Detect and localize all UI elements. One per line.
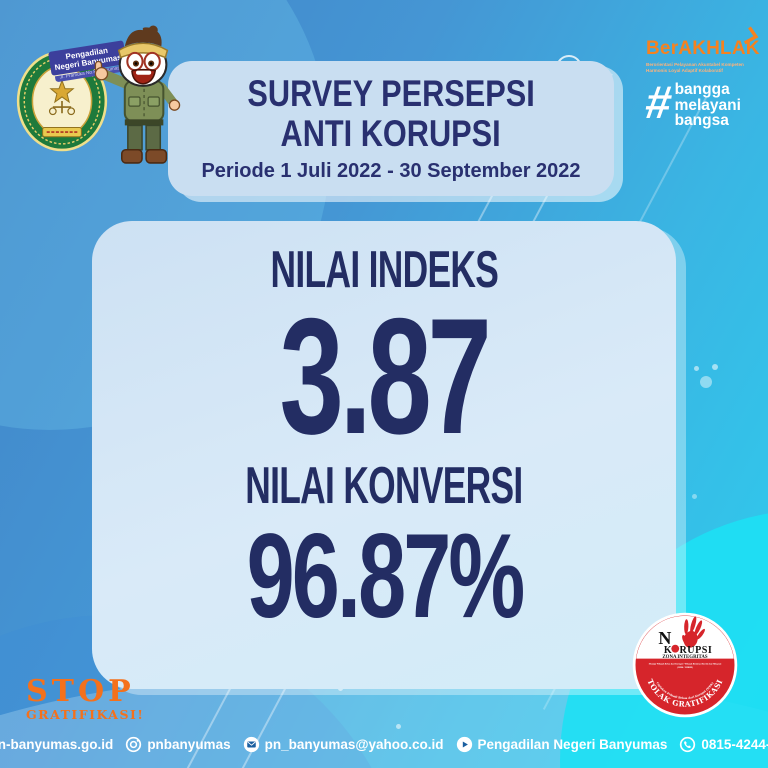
- bangga-melayani-bangsa-logo: # bangga melayani bangsa: [642, 76, 741, 129]
- footer-item-website: pn-banyumas.go.id: [0, 736, 113, 753]
- badge-word-k: K: [664, 645, 672, 656]
- footer-item-email: pn_banyumas@yahoo.co.id: [243, 736, 444, 753]
- footer-item-instagram: pnbanyumas: [125, 736, 231, 753]
- title-card: SURVEY PERSEPSI ANTI KORUPSI Periode 1 J…: [168, 61, 614, 196]
- red-hand-icon: [682, 616, 705, 648]
- badge-letter-n: N: [658, 628, 671, 648]
- bubble: [396, 724, 401, 729]
- conversion-value: 96.87%: [246, 509, 525, 643]
- email-icon: [243, 736, 259, 753]
- bangga-line-1: bangga: [674, 81, 730, 98]
- bubble: [700, 376, 712, 388]
- index-label: NILAI INDEKS: [270, 241, 498, 299]
- bubble: [712, 364, 718, 370]
- footer-contacts: pn-banyumas.go.id pnbanyumas pn_banyumas…: [0, 736, 768, 753]
- berakhlak-title: BerAKHLAK: [646, 38, 760, 59]
- bangga-line-3: bangsa: [674, 112, 729, 129]
- badge-word-rest: RUPSI: [679, 645, 712, 656]
- index-value: 3.87: [279, 284, 492, 468]
- whatsapp-icon: [680, 736, 696, 753]
- mascot-character: [94, 25, 181, 164]
- survey-title-line1: SURVEY PERSEPSI: [247, 73, 535, 114]
- footer-item-youtube: Pengadilan Negeri Banyumas: [456, 736, 668, 753]
- website-label: pn-banyumas.go.id: [0, 737, 114, 752]
- youtube-label: Pengadilan Negeri Banyumas: [477, 737, 668, 752]
- zona-integritas-badge: N K RUPSI ZONA INTEGRITAS Menuju Wilayah…: [632, 612, 738, 718]
- berakhlak-tagline-1: Berorientasi Pelayanan Akuntabel Kompete…: [646, 62, 744, 67]
- chevron-icon: [743, 26, 759, 45]
- berakhlak-tagline-2: Harmonis Loyal Adaptif Kolaboratif: [646, 67, 723, 73]
- badge-subtitle: ZONA INTEGRITAS: [662, 655, 707, 660]
- phone-label: 0815-4244-2844: [701, 737, 768, 752]
- hash-icon: #: [642, 76, 676, 128]
- stop-line-1: STOP: [26, 674, 135, 709]
- conversion-label: NILAI KONVERSI: [245, 457, 523, 515]
- result-card: NILAI INDEKS 3.87 NILAI KONVERSI 96.87%: [92, 221, 676, 689]
- berakhlak-logo: BerAKHLAK Berorientasi Pelayanan Akuntab…: [646, 38, 764, 73]
- instagram-icon: [126, 736, 142, 753]
- bubble: [694, 366, 699, 371]
- bubble: [692, 494, 697, 499]
- bangga-line-2: melayani: [674, 96, 741, 114]
- instagram-label: pnbanyumas: [147, 737, 231, 752]
- stop-line-2: GRATIFIKASI!: [26, 707, 145, 722]
- email-label: pn_banyumas@yahoo.co.id: [264, 737, 444, 752]
- badge-band-line1: Menuju Wilayah Bebas dari Korupsi / Wila…: [649, 663, 722, 665]
- survey-period: Periode 1 Juli 2022 - 30 September 2022: [201, 160, 581, 182]
- survey-title-line2: ANTI KORUPSI: [280, 113, 502, 154]
- badge-band-line2: (WBK / WBBM): [677, 666, 693, 669]
- stop-gratifikasi: STOP GRATIFIKASI!: [26, 676, 144, 722]
- footer-item-whatsapp: 0815-4244-2844: [679, 736, 768, 753]
- youtube-icon: [456, 736, 472, 753]
